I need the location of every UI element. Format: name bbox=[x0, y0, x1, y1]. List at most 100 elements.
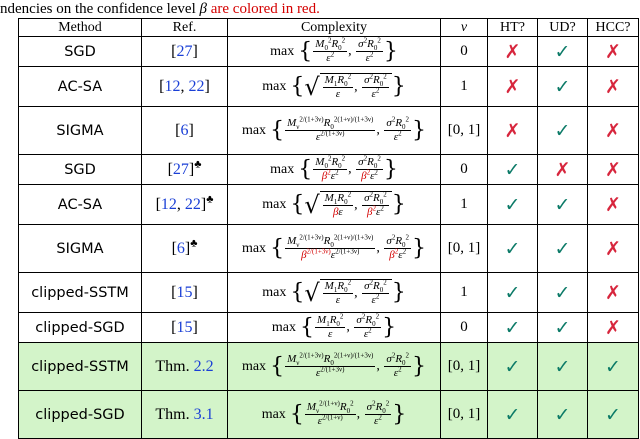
ref-cell: [6] bbox=[141, 106, 228, 155]
ref-text: ] bbox=[188, 121, 194, 139]
nu-cell: 0 bbox=[440, 154, 488, 185]
ref-text: ] bbox=[192, 318, 198, 336]
nu-cell: 0 bbox=[440, 312, 488, 343]
ud-check-icon: ✓ bbox=[537, 272, 588, 313]
ud-check-icon: ✓ bbox=[537, 66, 588, 107]
method-cell: clipped-SGD bbox=[18, 312, 142, 343]
table-row: clipped-SGD Thm. 3.1 max{Mν2/(1+ν)R02 ε2/(1… bbox=[18, 390, 639, 439]
citation-link[interactable]: 15 bbox=[176, 283, 193, 301]
citation-link[interactable]: 6 bbox=[176, 239, 185, 257]
method-cell: SGD bbox=[18, 36, 142, 67]
ud-check-icon: ✓ bbox=[537, 224, 588, 273]
header-row: Method Ref. Complexity ν HT? UD? HCC? bbox=[18, 18, 639, 37]
table-row: clipped-SSTM [15] max {√ M1R02 ε, σ2R02 ε2} 1 ✓ ✓… bbox=[18, 272, 639, 313]
citation-link[interactable]: 22 bbox=[188, 77, 205, 95]
ht-cross-icon: ✗ bbox=[487, 106, 538, 155]
ref-text: , bbox=[180, 77, 189, 95]
ref-text: ] bbox=[192, 283, 198, 301]
ref-cell: [6]♣ bbox=[141, 224, 228, 273]
nu-cell: [0, 1] bbox=[440, 106, 488, 155]
nu-cell: 0 bbox=[440, 36, 488, 67]
ref-text: Thm. bbox=[155, 357, 194, 375]
nu-cell: 1 bbox=[440, 66, 488, 107]
ht-check-icon: ✓ bbox=[487, 272, 538, 313]
citation-link[interactable]: 2.2 bbox=[193, 357, 214, 375]
citation-link[interactable]: 27 bbox=[172, 160, 189, 178]
hcc-cross-icon: ✗ bbox=[587, 36, 639, 67]
ref-cell: [15] bbox=[141, 272, 228, 313]
ref-cell: [15] bbox=[141, 312, 228, 343]
ref-text: [ bbox=[171, 239, 177, 257]
header-complexity: Complexity bbox=[227, 18, 441, 37]
ref-text: [ bbox=[171, 283, 177, 301]
club-icon: ♣ bbox=[190, 237, 198, 250]
hcc-cross-icon: ✗ bbox=[587, 272, 639, 313]
hcc-cross-icon: ✗ bbox=[587, 154, 639, 185]
table-row: SGD [27]♣ max{M02R02 β2ε2, σ2R02 β2ε2} 0 ✓ ✗ ✗ bbox=[18, 154, 639, 185]
complexity-formula: max{M02R02 β2ε2, σ2R02 β2ε2} bbox=[227, 154, 441, 185]
ref-cell: Thm. 2.2 bbox=[141, 342, 228, 391]
ref-text: [ bbox=[155, 195, 161, 213]
table-row: SIGMA [6] max{Mν2/(1+3ν)R02(1+ν)/(1+3ν) ε2/… bbox=[18, 106, 639, 155]
complexity-formula: max{Mν2/(1+3ν)R02(1+ν)/(1+3ν) ε2/(1+3ν), … bbox=[227, 106, 441, 155]
ref-text: Thm. bbox=[155, 405, 194, 423]
ud-check-icon: ✓ bbox=[537, 36, 588, 67]
citation-link[interactable]: 6 bbox=[180, 121, 189, 139]
citation-link[interactable]: 3.1 bbox=[193, 405, 214, 423]
ref-cell: Thm. 3.1 bbox=[141, 390, 228, 439]
citation-link[interactable]: 15 bbox=[176, 318, 193, 336]
citation-link[interactable]: 12 bbox=[164, 77, 181, 95]
table-row: clipped-SGD [15] max{M1R02 ε, σ2R02 ε2} 0 ✓ ✓ ✗ bbox=[18, 312, 639, 343]
method-cell: clipped-SGD bbox=[18, 390, 142, 439]
method-cell: AC-SA bbox=[18, 184, 142, 225]
citation-link[interactable]: 12 bbox=[160, 195, 177, 213]
ht-check-icon: ✓ bbox=[487, 390, 538, 439]
hcc-cross-icon: ✗ bbox=[587, 106, 639, 155]
ht-check-icon: ✓ bbox=[487, 312, 538, 343]
club-icon: ♣ bbox=[194, 158, 202, 171]
hcc-check-icon: ✓ bbox=[587, 390, 639, 439]
ref-cell: [12, 22] bbox=[141, 66, 228, 107]
ref-text: [ bbox=[171, 42, 177, 60]
ht-cross-icon: ✗ bbox=[487, 66, 538, 107]
table-row: SGD [27] max{M02R02 ε2, σ2R02 ε2} 0 ✗ ✓ ✗ bbox=[18, 36, 639, 67]
complexity-formula: max{Mν2/(1+3ν)R02(1+ν)/(1+3ν) β2/(1+3ν)ε2… bbox=[227, 224, 441, 273]
complexity-formula: max {√ M1R02 ε, σ2R02 ε2} bbox=[227, 66, 441, 107]
header-method: Method bbox=[18, 18, 142, 37]
complexity-formula: max {√ M1R02 ε, σ2R02 ε2} bbox=[227, 272, 441, 313]
table-row: clipped-SSTM Thm. 2.2 max{Mν2/(1+3ν)R02(1+… bbox=[18, 342, 639, 391]
ref-text: ] bbox=[188, 160, 195, 178]
ud-check-icon: ✓ bbox=[537, 312, 588, 343]
hcc-cross-icon: ✗ bbox=[587, 312, 639, 343]
club-icon: ♣ bbox=[206, 193, 214, 206]
header-ht: HT? bbox=[487, 18, 538, 37]
citation-link[interactable]: 22 bbox=[184, 195, 201, 213]
ref-text: ] bbox=[184, 239, 191, 257]
citation-link[interactable]: 27 bbox=[176, 42, 193, 60]
ref-text: ] bbox=[192, 42, 198, 60]
ht-check-icon: ✓ bbox=[487, 342, 538, 391]
table-row: SIGMA [6]♣ max{Mν2/(1+3ν)R02(1+ν)/(1+3ν) β2… bbox=[18, 224, 639, 273]
ref-cell: [12, 22]♣ bbox=[141, 184, 228, 225]
nu-cell: 1 bbox=[440, 272, 488, 313]
ref-cell: [27] bbox=[141, 36, 228, 67]
ud-check-icon: ✓ bbox=[537, 342, 588, 391]
method-cell: clipped-SSTM bbox=[18, 342, 142, 391]
ud-cross-icon: ✗ bbox=[537, 154, 588, 185]
ref-text: [ bbox=[175, 121, 181, 139]
ht-check-icon: ✓ bbox=[487, 154, 538, 185]
header-nu: ν bbox=[440, 18, 488, 37]
complexity-formula: max{Mν2/(1+ν)R02 ε2/(1+ν), σ2R02 ε2} bbox=[227, 390, 441, 439]
complexity-formula: max{M02R02 ε2, σ2R02 ε2} bbox=[227, 36, 441, 67]
header-ref: Ref. bbox=[141, 18, 228, 37]
nu-cell: [0, 1] bbox=[440, 224, 488, 273]
header-hcc: HCC? bbox=[587, 18, 639, 37]
complexity-formula: max {√ M1R02 βε, σ2R02 β2ε2} bbox=[227, 184, 441, 225]
complexity-formula: max{Mν2/(1+3ν)R02(1+ν)/(1+3ν) ε2/(1+3ν), … bbox=[227, 342, 441, 391]
nu-cell: [0, 1] bbox=[440, 390, 488, 439]
ud-check-icon: ✓ bbox=[537, 106, 588, 155]
method-cell: AC-SA bbox=[18, 66, 142, 107]
ht-cross-icon: ✗ bbox=[487, 36, 538, 67]
table-row: AC-SA [12, 22]♣ max {√ M1R02 βε, σ2R02 β2ε2} 1 ✓… bbox=[18, 184, 639, 225]
nu-cell: 1 bbox=[440, 184, 488, 225]
